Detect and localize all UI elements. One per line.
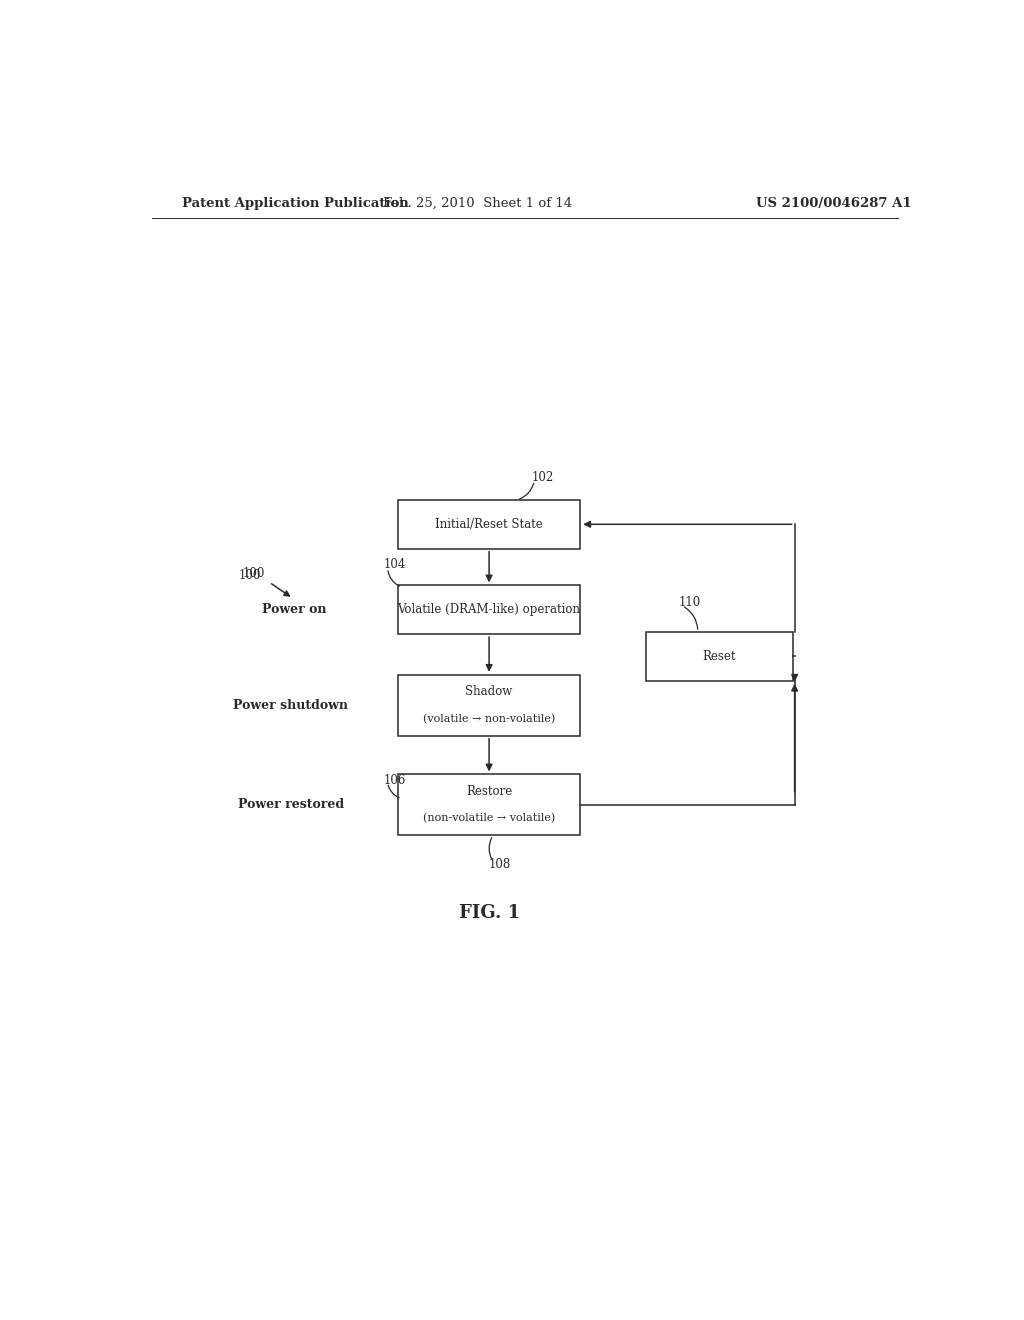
Text: 102: 102 [531, 471, 553, 484]
Text: Power on: Power on [262, 603, 327, 616]
Bar [397, 775, 581, 836]
Text: 104: 104 [384, 558, 406, 572]
Text: (non-volatile → volatile): (non-volatile → volatile) [423, 813, 555, 824]
Text: Power restored: Power restored [238, 799, 344, 812]
Text: Reset: Reset [702, 649, 736, 663]
Text: 108: 108 [489, 858, 511, 871]
Text: 100: 100 [243, 566, 265, 579]
Text: Power shutdown: Power shutdown [233, 698, 348, 711]
Text: Shadow: Shadow [466, 685, 513, 698]
Text: (volatile → non-volatile): (volatile → non-volatile) [423, 714, 555, 723]
Text: 106: 106 [384, 774, 406, 787]
Text: Patent Application Publication: Patent Application Publication [182, 197, 409, 210]
Bar [397, 585, 581, 634]
Text: FIG. 1: FIG. 1 [459, 904, 519, 921]
Bar [397, 500, 581, 549]
Text: 110: 110 [679, 597, 701, 609]
Text: Volatile (DRAM-like) operation: Volatile (DRAM-like) operation [397, 603, 581, 616]
Text: Initial/Reset State: Initial/Reset State [435, 517, 543, 531]
Text: Feb. 25, 2010  Sheet 1 of 14: Feb. 25, 2010 Sheet 1 of 14 [383, 197, 571, 210]
Bar [646, 632, 793, 681]
Text: Restore: Restore [466, 785, 512, 797]
Bar [397, 675, 581, 735]
Text: 100: 100 [240, 569, 261, 582]
Text: US 2100/0046287 A1: US 2100/0046287 A1 [757, 197, 912, 210]
